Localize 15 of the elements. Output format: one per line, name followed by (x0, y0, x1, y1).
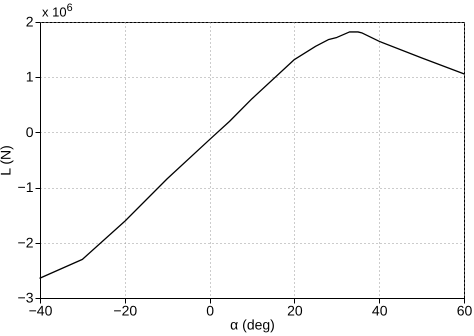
y-tick-label: 0 (26, 124, 34, 140)
y-tick-label: −3 (18, 290, 34, 306)
y-tick-label: −2 (18, 234, 34, 250)
x-tick-label: 20 (287, 302, 303, 318)
y-tick-label: 1 (26, 68, 34, 85)
text: x 10$^{6}$ (42, 2, 73, 20)
x-tick-label: −40 (28, 302, 53, 318)
y-tick-label: 2 (26, 14, 34, 30)
x-tick-label: 60 (456, 302, 472, 318)
x-tick-label: −20 (113, 302, 138, 318)
x-axis-title: α (deg) (230, 316, 275, 332)
x-tick-label: 0 (206, 302, 214, 318)
x-tick-label: 40 (372, 302, 388, 318)
y-tick-label: −1 (18, 179, 34, 196)
y-axis-title: L (N) (0, 145, 14, 176)
